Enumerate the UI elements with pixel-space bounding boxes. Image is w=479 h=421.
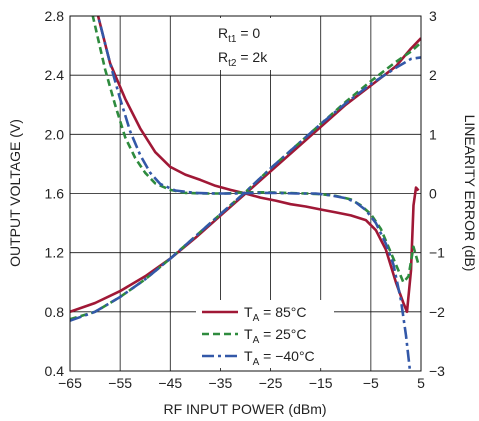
y-left-tick-label: 1.2 (45, 245, 65, 261)
series-1-output-voltage-line (70, 41, 421, 321)
tick-labels: −65 −55 −45 −35 −25 −15 −5 50.40.81.21.62.02.42… (45, 8, 446, 391)
x-tick-label: −45 (158, 375, 182, 391)
legend-label: TA = 85°C (244, 304, 306, 324)
y-left-axis-title: OUTPUT VOLTAGE (V) (7, 119, 23, 267)
series-2-output-voltage-line (70, 56, 421, 322)
y-left-tick-label: 2.4 (45, 67, 65, 83)
y-right-axis-title: LINEARITY ERROR (dB) (462, 115, 478, 272)
series-2-linearity-error-line (96, 16, 412, 371)
series-1-linearity-error-line (91, 16, 420, 284)
y-left-tick-label: 0.4 (45, 363, 65, 379)
annotation-backdrop (212, 18, 292, 70)
y-right-tick-label: 0 (429, 186, 437, 202)
y-right-tick-label: −3 (429, 363, 445, 379)
x-tick-label: −55 (108, 375, 132, 391)
x-tick-label: 5 (417, 375, 425, 391)
annotation-rt1: Rt1 = 0 (218, 25, 260, 45)
x-tick-label: −15 (309, 375, 333, 391)
legend-label: TA = −40°C (244, 348, 315, 368)
y-right-tick-label: −1 (429, 245, 445, 261)
plot-frame (69, 15, 422, 372)
annotation-rt2: Rt2 = 2k (218, 49, 268, 69)
y-left-tick-label: 2.0 (45, 126, 65, 142)
y-left-tick-label: 2.8 (45, 8, 65, 24)
y-left-tick-label: 0.8 (45, 304, 65, 320)
x-tick-label: −35 (209, 375, 233, 391)
y-right-tick-label: 2 (429, 67, 437, 83)
x-tick-label: −25 (259, 375, 283, 391)
y-left-tick-label: 1.6 (45, 186, 65, 202)
series-layer (70, 16, 421, 371)
y-right-tick-label: 1 (429, 126, 437, 142)
y-right-tick-label: 3 (429, 8, 437, 24)
x-tick-label: −5 (363, 375, 379, 391)
series-0-linearity-error-line (96, 16, 420, 314)
legend-label: TA = 25°C (244, 326, 306, 346)
legend: TA = 85°CTA = 25°CTA = −40°C (196, 300, 334, 368)
x-tick-label: −65 (58, 375, 82, 391)
y-right-tick-label: −2 (429, 304, 445, 320)
x-axis-title: RF INPUT POWER (dBm) (163, 401, 326, 417)
series-0-output-voltage-line (70, 37, 421, 314)
